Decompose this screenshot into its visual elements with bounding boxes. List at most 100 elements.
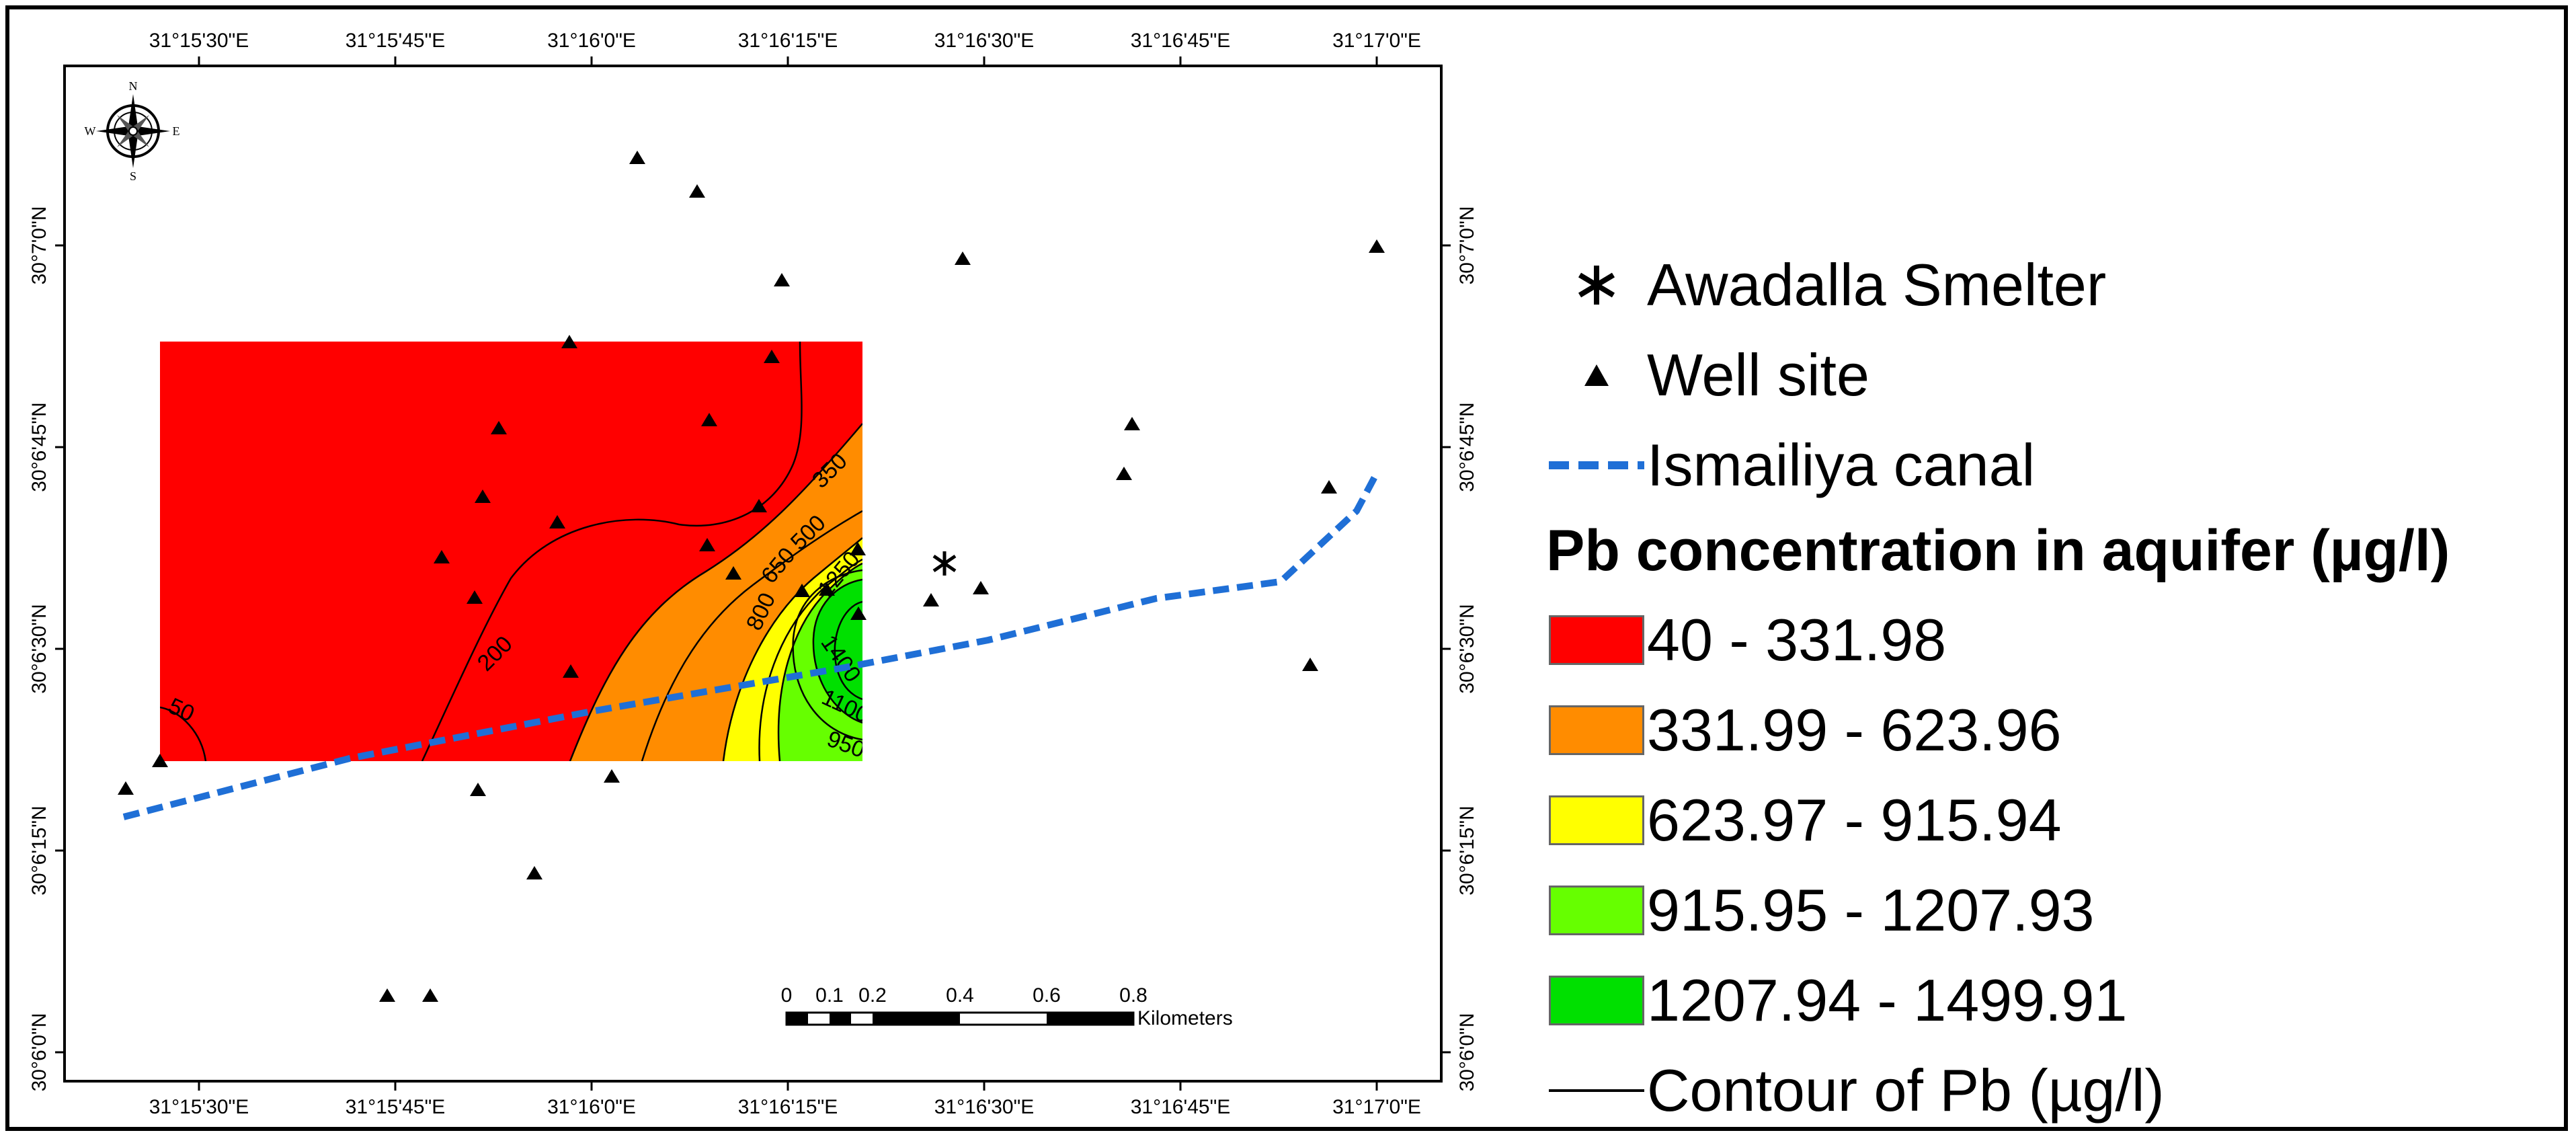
x-tick-top-1: 31°15'45"E (346, 30, 446, 52)
legend-class-label-2: 623.97 - 915.94 (1647, 787, 2062, 853)
well-site-marker (470, 783, 486, 796)
legend-class-label-3: 915.95 - 1207.93 (1647, 877, 2095, 943)
y-tick-left-2: 30°6'30"N (28, 604, 50, 693)
contour-1250 (812, 578, 862, 724)
well-site-marker (152, 754, 168, 767)
well-site-marker (774, 273, 790, 286)
tick-marks (55, 56, 1451, 1091)
smelter-icon (1546, 262, 1647, 309)
legend-class-label-4: 1207.94 - 1499.91 (1647, 967, 2128, 1033)
well-site-marker (379, 988, 395, 1002)
scale-bar: 0 0.1 0.2 0.4 0.6 0.8 Kilometers (781, 984, 1233, 1029)
contour-1400 (834, 600, 862, 701)
well-site-marker (563, 664, 579, 678)
ismailiya-canal-line (122, 469, 1381, 820)
x-tick-bottom-1: 31°15'45"E (346, 1096, 446, 1118)
x-tick-bottom-2: 31°16'0"E (547, 1096, 636, 1118)
x-tick-top-2: 31°16'0"E (547, 30, 636, 52)
well-site-marker (1321, 480, 1337, 494)
well-site-marker (973, 581, 989, 594)
well-site-marker (764, 350, 780, 363)
well-site-marker (1369, 239, 1385, 253)
legend-swatch-4 (1549, 976, 1644, 1025)
x-tick-bottom-6: 31°17'0"E (1332, 1096, 1421, 1118)
legend-contour: Contour of Pb (µg/l) (1546, 1050, 2165, 1131)
y-tick-left-4: 30°6'0"N (28, 1013, 50, 1092)
y-tick-labels-right: 30°7'0"N 30°6'45"N 30°6'30"N 30°6'15"N 3… (1456, 206, 1478, 1092)
x-tick-labels-bottom: 31°15'30"E 31°15'45"E 31°16'0"E 31°16'15… (149, 1096, 1421, 1118)
contour-1100 (792, 569, 862, 741)
scale-tick-3: 0.4 (946, 984, 974, 1007)
legend-swatch-2 (1549, 795, 1644, 845)
legend-class-label-0: 40 - 331.98 (1647, 606, 1947, 673)
compass-w: W (85, 124, 96, 138)
well-site-marker (689, 184, 705, 198)
legend-class-2: 623.97 - 915.94 (1546, 780, 2062, 861)
legend-smelter-label: Awadalla Smelter (1647, 251, 2107, 318)
contour-50 (160, 706, 207, 761)
contour-200 (421, 342, 803, 761)
contour-800 (758, 558, 862, 761)
well-site-marker (561, 335, 577, 348)
y-tick-left-1: 30°6'45"N (28, 402, 50, 492)
x-tick-top-4: 31°16'30"E (934, 30, 1035, 52)
y-tick-left-3: 30°6'15"N (28, 806, 50, 895)
legend-smelter: Awadalla Smelter (1546, 245, 2106, 325)
x-tick-bottom-0: 31°15'30"E (149, 1096, 249, 1118)
contour-500 (641, 510, 862, 761)
zone-1207-1499 (813, 580, 862, 723)
well-site-marker (1116, 467, 1132, 480)
well-site-marker (629, 151, 645, 164)
scale-tick-2: 0.2 (858, 984, 887, 1007)
legend-canal: Ismailiya canal (1546, 425, 2035, 506)
well-sites (118, 151, 1385, 1002)
compass-n: N (129, 79, 138, 93)
y-tick-right-3: 30°6'15"N (1456, 806, 1478, 895)
legend-title: Pb concentration in aquifer (µg/l) (1546, 518, 2450, 583)
awadalla-smelter-marker (932, 551, 957, 576)
scale-tick-1: 0.1 (815, 984, 844, 1007)
well-site-marker (725, 566, 741, 580)
compass-s: S (130, 169, 136, 183)
contour-line-icon (1546, 1087, 1647, 1094)
compass-rose-icon: N S E W (85, 79, 180, 183)
outer-frame (5, 5, 2568, 1131)
scale-tick-4: 0.6 (1033, 984, 1061, 1007)
well-site-marker (1124, 417, 1140, 430)
y-tick-labels-left: 30°7'0"N 30°6'45"N 30°6'30"N 30°6'15"N 3… (28, 206, 50, 1092)
well-site-marker (467, 590, 483, 604)
legend-class-1: 331.99 - 623.96 (1546, 690, 2062, 771)
legend-well-label: Well site (1647, 342, 1869, 408)
well-site-marker (526, 866, 542, 879)
y-tick-right-4: 30°6'0"N (1456, 1013, 1478, 1092)
y-tick-right-2: 30°6'30"N (1456, 604, 1478, 693)
x-tick-top-6: 31°17'0"E (1332, 30, 1421, 52)
compass-e: E (173, 124, 180, 138)
contour-350 (569, 423, 862, 761)
x-tick-bottom-4: 31°16'30"E (934, 1096, 1035, 1118)
well-site-marker (819, 582, 835, 596)
well-site-marker (923, 593, 939, 606)
well-site-marker (475, 489, 491, 503)
well-site-marker (955, 251, 971, 265)
well-site-marker (118, 781, 134, 795)
x-tick-top-5: 31°16'45"E (1131, 30, 1231, 52)
well-site-marker (850, 542, 866, 555)
x-tick-bottom-5: 31°16'45"E (1131, 1096, 1231, 1118)
well-site-marker (434, 550, 450, 563)
scale-tick-5: 0.8 (1119, 984, 1148, 1007)
concentration-surface: 50 200 350 500 650 800 1250 1400 1100 95… (160, 342, 862, 761)
legend-contour-label: Contour of Pb (µg/l) (1647, 1057, 2165, 1124)
y-tick-right-1: 30°6'45"N (1456, 402, 1478, 492)
legend-swatch-1 (1549, 705, 1644, 755)
well-site-marker (850, 606, 867, 620)
well-site-marker (491, 421, 507, 434)
contour-650 (722, 537, 862, 761)
well-site-marker (751, 499, 767, 512)
legend-class-label-1: 331.99 - 623.96 (1647, 697, 2062, 763)
legend-well: Well site (1546, 335, 1869, 416)
well-site-marker (699, 538, 715, 551)
x-tick-bottom-3: 31°16'15"E (738, 1096, 838, 1118)
y-tick-left-0: 30°7'0"N (28, 206, 50, 285)
